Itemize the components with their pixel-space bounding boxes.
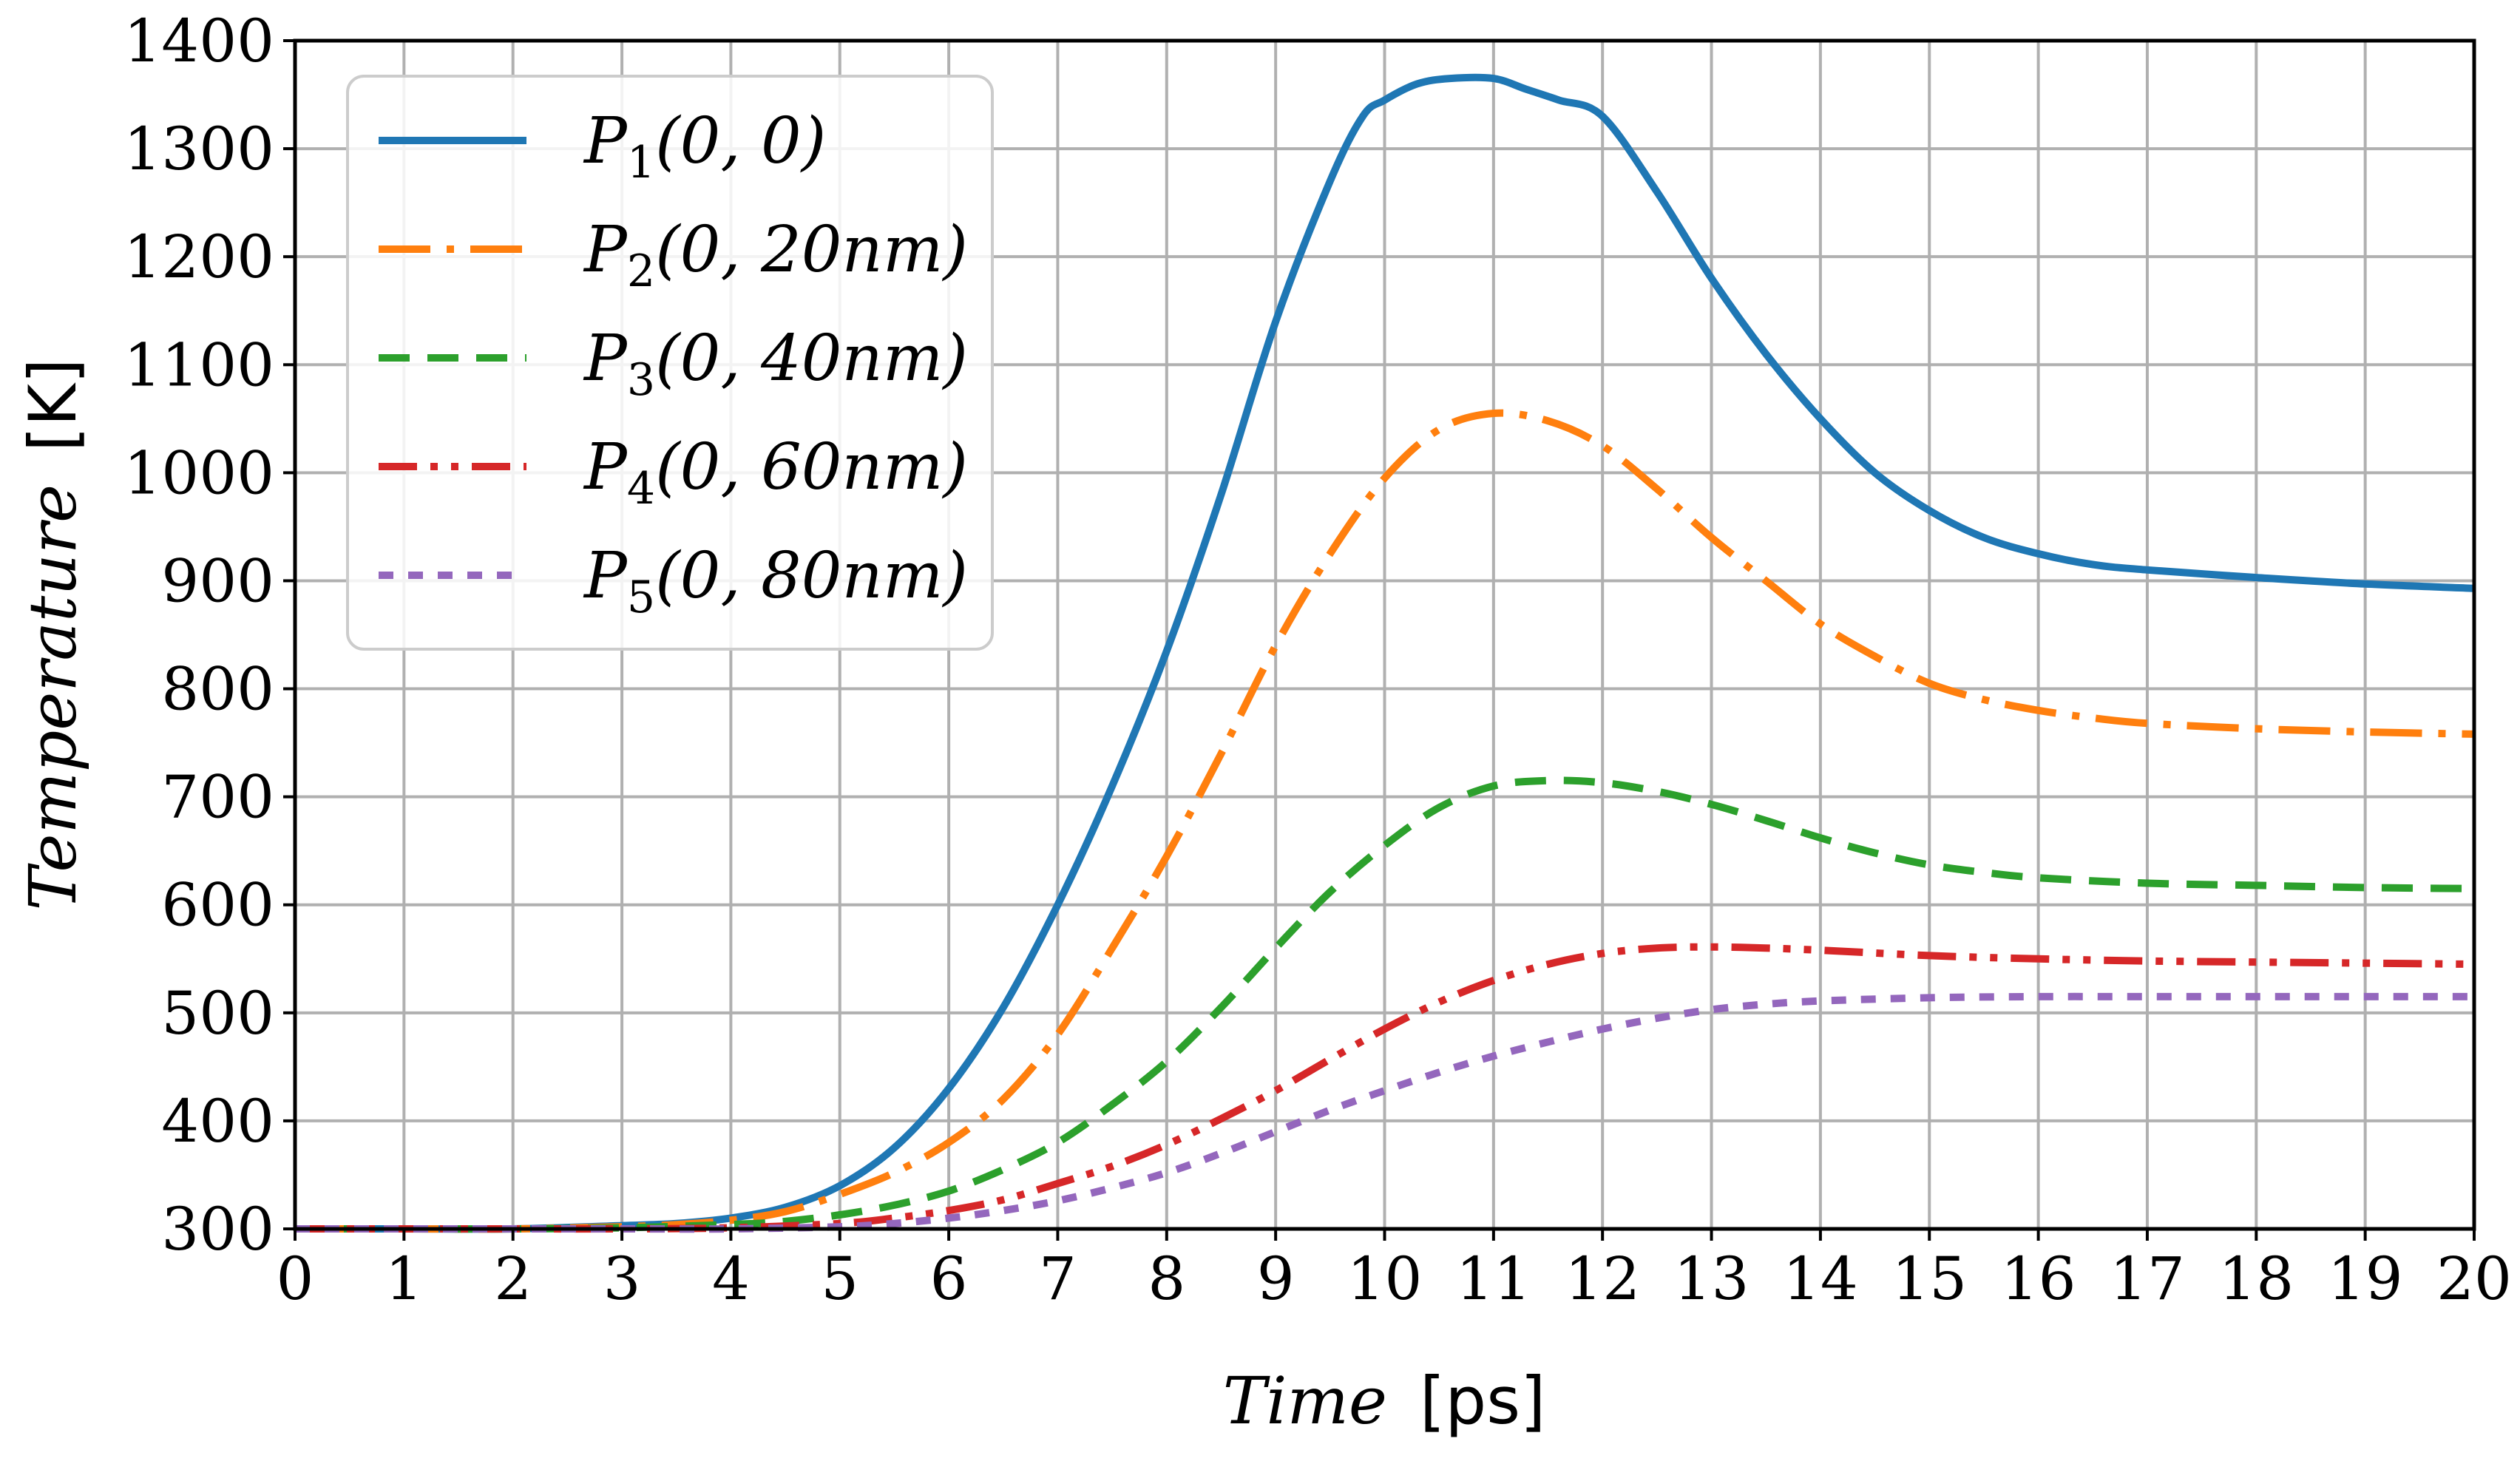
y-axis-title: Temperature [K]	[15, 359, 91, 911]
series-line-p3	[295, 776, 2475, 1233]
legend-label-symbol: P	[583, 104, 629, 178]
y-tick-label: 800	[161, 655, 274, 724]
legend-label-p4: P4(0, 60nm)	[583, 430, 968, 515]
y-tick-label: 500	[161, 979, 274, 1048]
legend-label-symbol: P	[583, 430, 629, 504]
x-tick-label: 18	[2218, 1244, 2294, 1313]
legend-label-p3: P3(0, 40nm)	[583, 322, 968, 406]
legend-label-args: (0, 20nm)	[655, 213, 968, 287]
y-tick-label: 1000	[123, 438, 274, 507]
x-tick-label: 2	[494, 1244, 532, 1313]
y-axis-title-var: Temperature	[15, 484, 91, 911]
legend-label-args: (0, 40nm)	[655, 322, 968, 396]
y-tick-label: 1200	[123, 223, 274, 291]
legend: P1(0, 0)P2(0, 20nm)P3(0, 40nm)P4(0, 60nm…	[346, 75, 994, 651]
legend-label-symbol: P	[583, 322, 629, 396]
x-tick-label: 9	[1257, 1244, 1295, 1313]
x-tick-label: 12	[1565, 1244, 1640, 1313]
y-tick-label: 1300	[123, 115, 274, 183]
legend-label-p1: P1(0, 0)	[583, 104, 826, 189]
y-tick-label: 300	[161, 1195, 274, 1264]
x-tick-label: 14	[1783, 1244, 1858, 1313]
y-axis-title-unit: [K]	[15, 359, 91, 452]
x-tick-label: 1	[385, 1244, 423, 1313]
legend-label-subscript: 1	[627, 137, 655, 189]
legend-label-args: (0, 0)	[655, 104, 826, 178]
legend-label-args: (0, 60nm)	[655, 430, 968, 504]
legend-label-symbol: P	[583, 539, 629, 613]
x-tick-label: 20	[2436, 1244, 2512, 1313]
x-tick-label: 6	[930, 1244, 968, 1313]
x-tick-label: 19	[2328, 1244, 2403, 1313]
x-tick-label: 8	[1148, 1244, 1185, 1313]
legend-label-subscript: 3	[627, 354, 655, 406]
x-tick-label: 5	[821, 1244, 858, 1313]
x-tick-label: 4	[712, 1244, 750, 1313]
legend-label-args: (0, 80nm)	[655, 539, 968, 613]
x-tick-label: 3	[603, 1244, 641, 1313]
legend-label-p2: P2(0, 20nm)	[583, 213, 968, 297]
legend-label-subscript: 4	[627, 463, 655, 515]
x-tick-label: 17	[2110, 1244, 2185, 1313]
axis-ticks: 0 1 2 3 4 5 6 7 8 9 10 11 12 13 14 15 16 17 18 19 2030040050…	[123, 7, 2511, 1313]
y-tick-label: 600	[161, 871, 274, 940]
y-tick-label: 1100	[123, 331, 274, 399]
series-lines	[295, 73, 2475, 1233]
x-axis-title-unit: [ps]	[1420, 1363, 1545, 1439]
legend-box	[346, 75, 994, 651]
y-tick-label: 900	[161, 546, 274, 615]
x-axis-title-var: Time	[1223, 1363, 1387, 1439]
series-line-p1	[295, 73, 2475, 1233]
series-line-p2	[295, 409, 2475, 1233]
y-tick-label: 1400	[123, 7, 274, 75]
x-tick-label: 16	[2001, 1244, 2076, 1313]
x-tick-label: 13	[1674, 1244, 1750, 1313]
x-tick-label: 0	[277, 1244, 314, 1313]
legend-label-subscript: 5	[627, 572, 655, 623]
x-axis-title: Time [ps]	[1223, 1363, 1546, 1439]
legend-label-symbol: P	[583, 213, 629, 287]
x-tick-label: 10	[1347, 1244, 1423, 1313]
x-tick-label: 11	[1456, 1244, 1531, 1313]
x-tick-label: 7	[1039, 1244, 1077, 1313]
legend-items: P1(0, 0)P2(0, 20nm)P3(0, 40nm)P4(0, 60nm…	[379, 104, 968, 623]
legend-label-p5: P5(0, 80nm)	[583, 539, 968, 623]
y-tick-label: 700	[161, 763, 274, 832]
series-line-p4	[295, 943, 2475, 1233]
legend-label-subscript: 2	[627, 245, 655, 297]
x-tick-label: 15	[1891, 1244, 1967, 1313]
y-tick-label: 400	[161, 1087, 274, 1156]
